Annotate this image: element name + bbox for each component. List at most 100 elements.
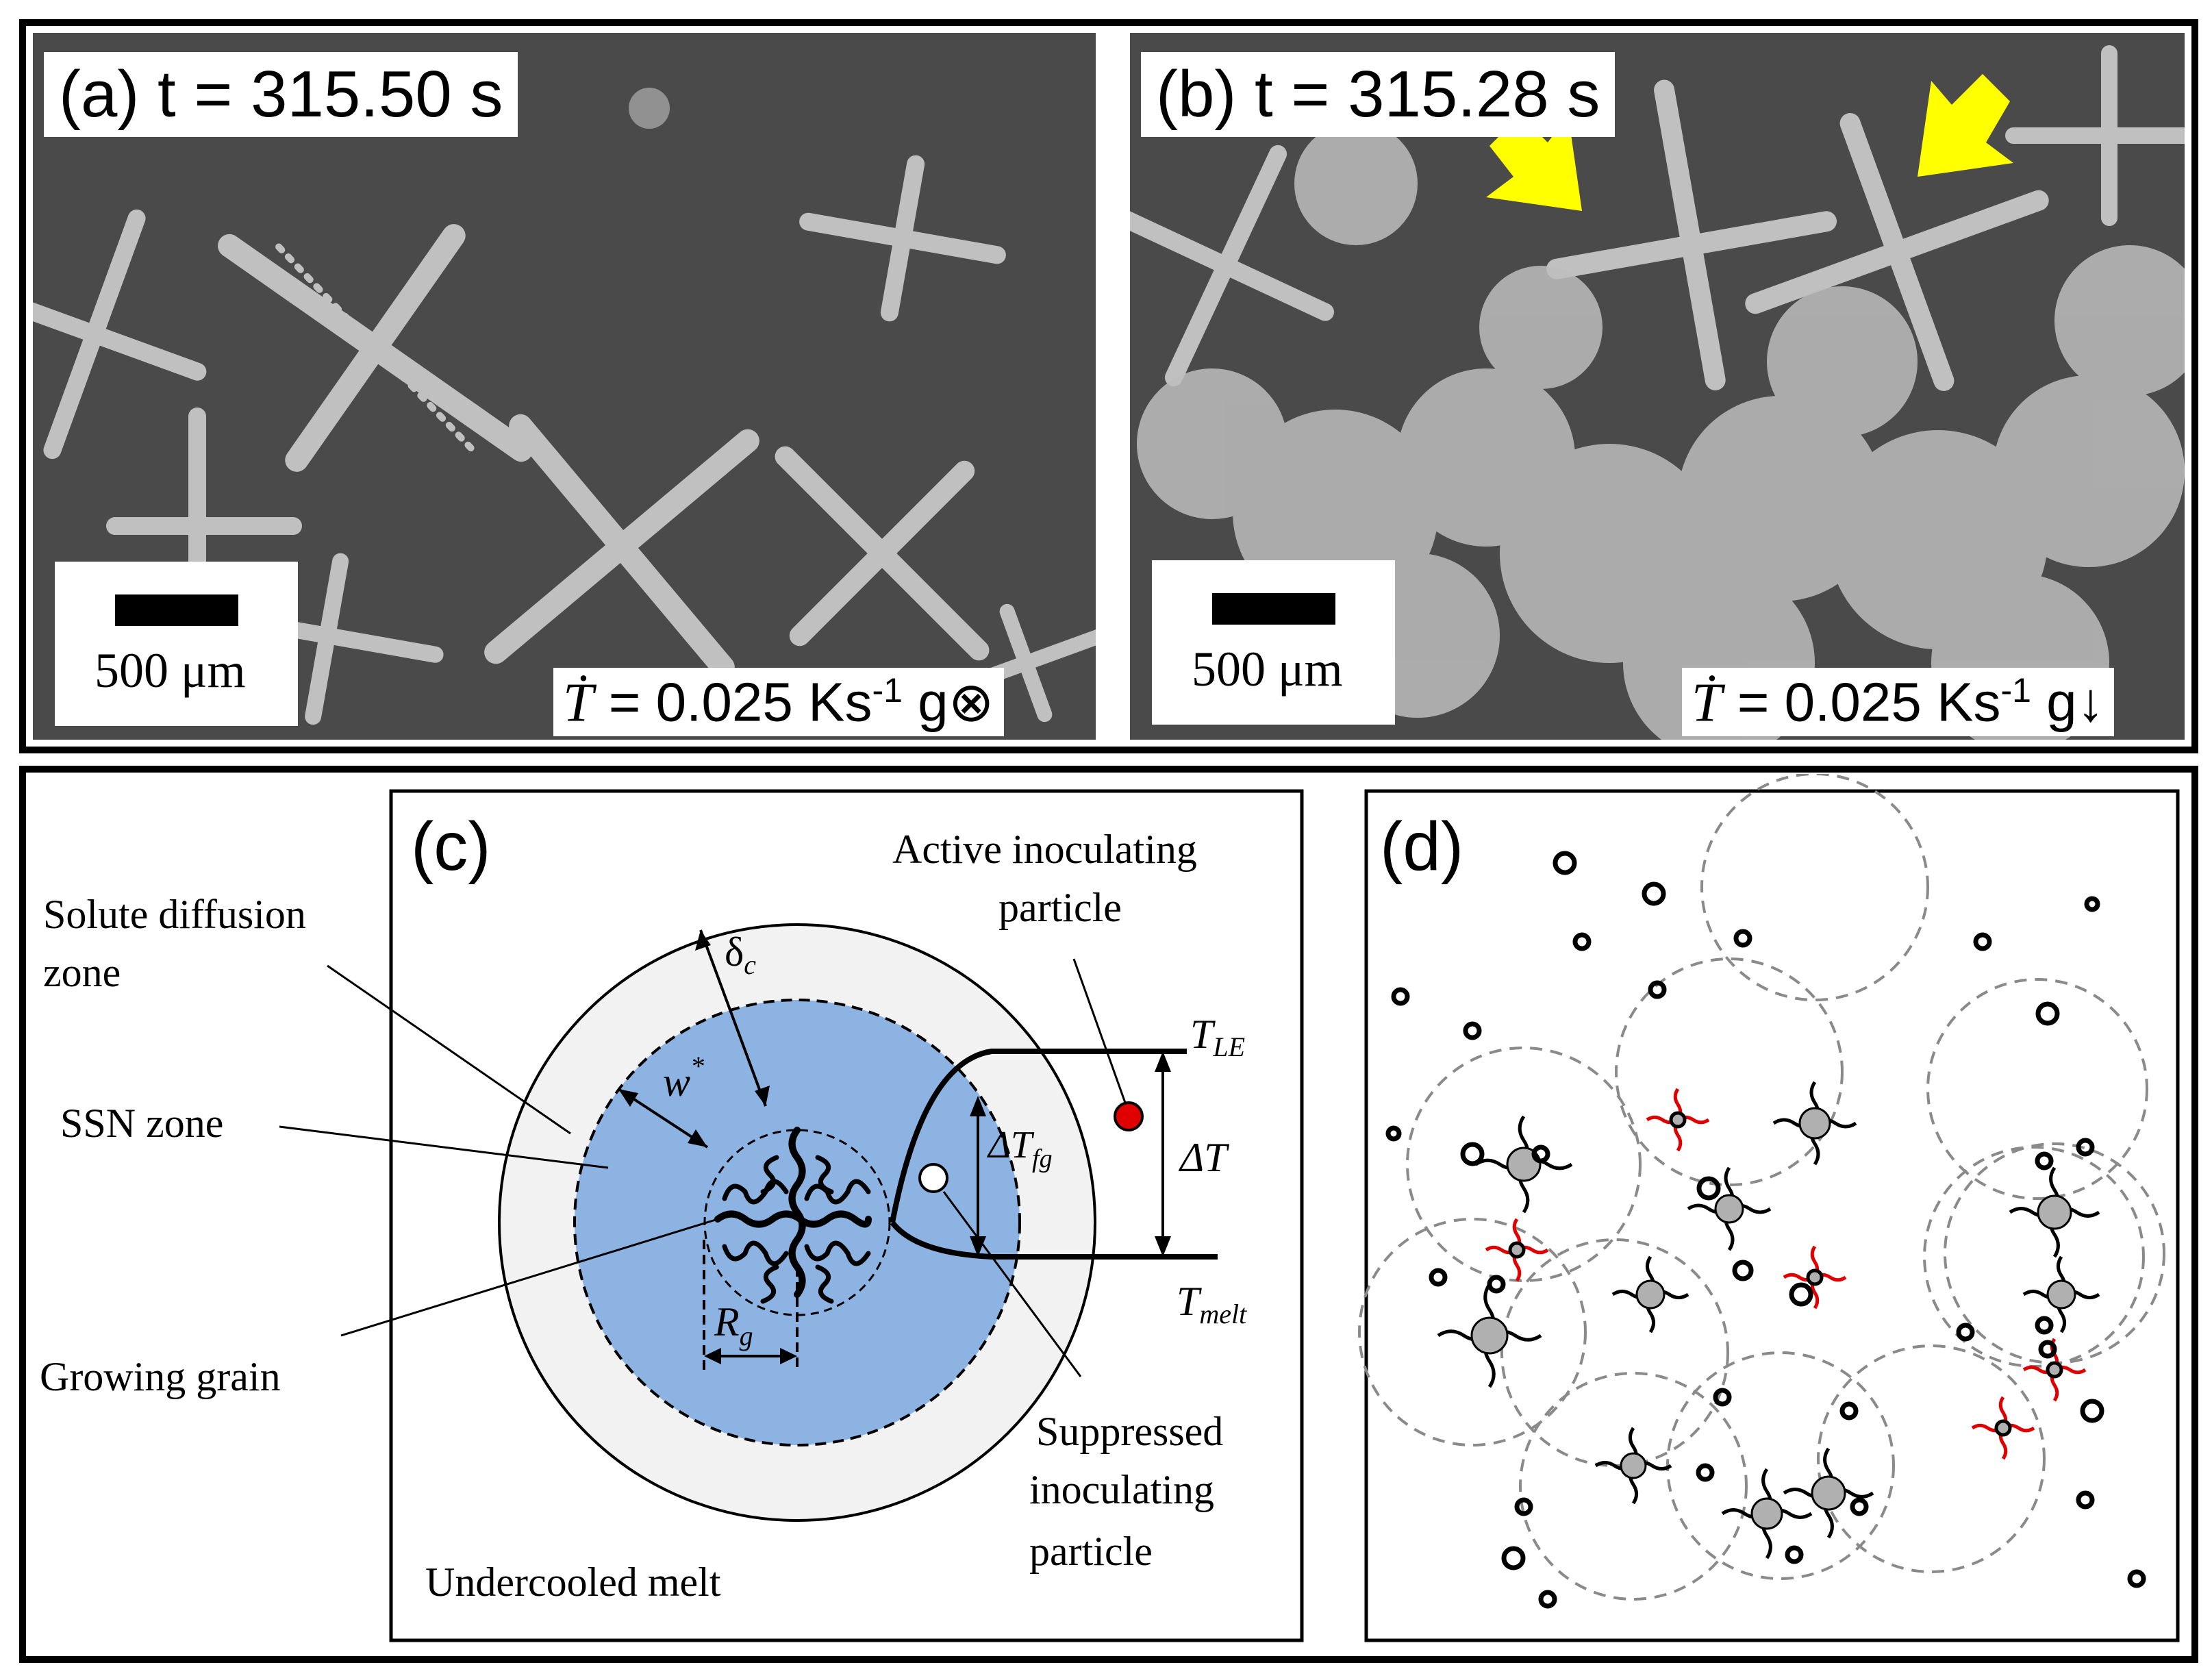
panel-a-cooling-rate: Ṫ = 0.025 Ks-1 g⊗	[553, 668, 1004, 736]
t-melt-label: Tmelt	[1177, 1279, 1247, 1329]
particles	[1385, 851, 2146, 1609]
dendrite	[1745, 113, 2049, 391]
rate-value: = 0.025 Ks	[1722, 671, 2001, 733]
nucleant-particle	[1798, 1107, 1831, 1140]
nucleant-particle	[1750, 1497, 1783, 1530]
dendrite	[775, 446, 990, 661]
active-particle-label-2: particle	[998, 885, 1122, 930]
inoculant-particle	[2080, 1399, 2104, 1423]
panel-b-label: (b) t = 315.28 s	[1141, 52, 1616, 137]
inoculant-particle	[1850, 1497, 1869, 1516]
nucleant-particle	[2037, 1194, 2072, 1230]
dendrite	[629, 88, 670, 129]
suppressed-particle-label-3: particle	[1029, 1529, 1153, 1574]
panel-a-scale-box: 500 μm	[55, 562, 298, 726]
inoculant-particle	[1553, 851, 1577, 875]
diffusion-zone	[1700, 773, 1929, 1001]
panel-b-cooling-rate: Ṫ = 0.025 Ks-1 g↓	[1682, 668, 2114, 736]
inoculant-particle	[1696, 1463, 1715, 1482]
rate-exponent: -1	[872, 671, 903, 710]
dendrite	[33, 209, 207, 460]
panel-a-scale-text: 500 μm	[95, 643, 246, 698]
active-particle-leader	[1072, 958, 1127, 1103]
panel-d-label: (d)	[1380, 808, 1463, 885]
panel-d-schematic: (d)	[1356, 773, 2188, 1657]
nucleant-particle	[1620, 1452, 1647, 1479]
solute-zone-leader	[327, 964, 571, 1135]
inoculant-particle	[1642, 881, 1666, 906]
nucleant-particle	[1714, 1194, 1744, 1224]
dendrite	[1130, 145, 1335, 387]
inoculant-particle	[1789, 1282, 1813, 1307]
suppressed-particle	[918, 1163, 948, 1193]
solute-zone-label-2: zone	[43, 950, 121, 995]
diffusion-zone	[1519, 1372, 1748, 1601]
panel-b-dendrites	[1130, 45, 2185, 740]
fine-grain-field	[1137, 122, 2185, 740]
inoculant-particle	[2035, 1001, 2060, 1026]
delta-c-label: δc	[725, 929, 756, 980]
panel-c-label: (c)	[411, 808, 491, 885]
inoculant-particle	[1501, 1546, 1526, 1570]
ssn-zone-label: SSN zone	[60, 1101, 223, 1146]
t-le-label: TLE	[1190, 1012, 1245, 1062]
dendrite	[799, 155, 1006, 322]
inoculant-particle	[1531, 1144, 1550, 1164]
diffusion-zone	[1926, 978, 2148, 1200]
diffusion-zone	[1500, 1238, 1729, 1467]
inactive-particle	[2046, 1361, 2063, 1379]
nucleant-particle	[1635, 1279, 1666, 1310]
nucleant-particle	[1811, 1475, 1846, 1511]
solute-zone-label-1: Solute diffusion	[43, 892, 306, 937]
delta-t-fg-label: ΔTfg	[987, 1124, 1053, 1173]
w-star-label: w*	[663, 1051, 704, 1105]
undercooled-melt-label: Undercooled melt	[425, 1560, 721, 1605]
suppressed-particle-leader	[942, 1191, 1082, 1377]
yellow-arrow	[1918, 74, 2013, 177]
growing-grain-label: Growing grain	[40, 1354, 281, 1399]
diffusion-zone	[1358, 1218, 1587, 1447]
panel-a-dendrites	[33, 88, 1096, 725]
inoculant-particle	[1956, 1323, 1975, 1342]
rate-symbol: Ṫ	[563, 673, 594, 734]
suppressed-particle-label-1: Suppressed	[1036, 1409, 1223, 1454]
inoculant-particle	[2076, 1138, 2095, 1157]
yellow-arrow	[1486, 115, 1582, 211]
panel-a-scale-bar	[115, 594, 238, 626]
inoculant-particle	[1385, 1125, 1402, 1142]
dendrite	[484, 414, 759, 679]
panel-a-label: (a) t = 315.50 s	[44, 52, 518, 137]
inoculant-particle	[1733, 929, 1752, 948]
liquidus-temperature-curve	[890, 1049, 1187, 1223]
growing-grain-leader	[340, 1218, 718, 1337]
ssn-zone-leader	[279, 1125, 609, 1169]
dendrite	[1546, 79, 1837, 390]
inoculant-particle	[1973, 932, 1992, 951]
inoculant-particle	[1839, 1401, 1859, 1420]
inactive-particle	[1994, 1419, 2012, 1437]
diffusion-zone	[1406, 1047, 1642, 1282]
inoculant-particle	[2038, 1340, 2057, 1359]
panel-b-scale-box: 500 μm	[1152, 560, 1395, 725]
suppressed-particle-label-2: inoculating	[1029, 1467, 1214, 1512]
inoculant-particle	[1460, 1142, 1485, 1166]
gravity-direction: g⊗	[902, 671, 994, 733]
inoculant-particle	[2035, 1151, 2054, 1170]
panel-b-scale-bar	[1212, 593, 1335, 625]
diffusion-zone	[1817, 1344, 2046, 1573]
panel-b-scale-text: 500 μm	[1192, 642, 1343, 697]
dendrite	[218, 224, 533, 472]
inoculant-particle	[2084, 896, 2100, 912]
ssn-zone	[573, 999, 1021, 1447]
inoculant-particle	[1648, 980, 1667, 999]
inactive-particle	[1806, 1268, 1824, 1286]
dendrite	[2005, 45, 2185, 226]
inactive-particle	[1508, 1241, 1526, 1259]
gravity-direction: g↓	[2031, 671, 2104, 733]
inoculant-particle	[1463, 1021, 1482, 1040]
grains	[1437, 1081, 2100, 1560]
active-particle-label-1: Active inoculating	[892, 827, 1197, 872]
diffusion-zone	[1615, 957, 1844, 1186]
inoculant-particle	[1514, 1497, 1533, 1516]
inoculant-particle	[1696, 1176, 1721, 1201]
